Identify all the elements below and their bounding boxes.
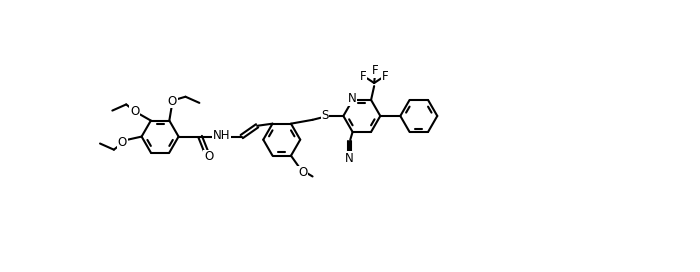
- Text: O: O: [130, 105, 139, 118]
- Text: N: N: [347, 92, 356, 105]
- Text: O: O: [298, 166, 307, 179]
- Text: O: O: [118, 136, 127, 149]
- Text: O: O: [168, 95, 177, 108]
- Text: F: F: [372, 64, 378, 77]
- Text: NH: NH: [213, 129, 230, 141]
- Text: S: S: [321, 109, 328, 122]
- Text: F: F: [360, 70, 367, 83]
- Text: O: O: [204, 150, 214, 163]
- Text: N: N: [345, 152, 354, 165]
- Text: F: F: [382, 70, 388, 83]
